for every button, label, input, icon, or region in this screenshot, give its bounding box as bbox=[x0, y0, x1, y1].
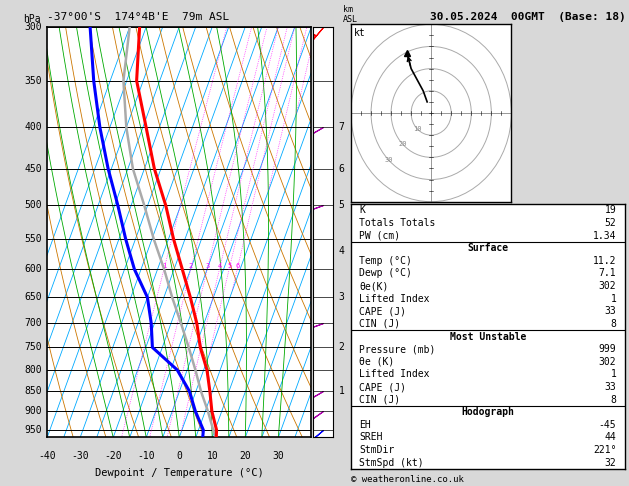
Text: kt: kt bbox=[354, 28, 366, 38]
Text: -10: -10 bbox=[137, 451, 155, 461]
Text: 650: 650 bbox=[25, 292, 42, 302]
Text: LCL: LCL bbox=[312, 422, 327, 431]
Text: 550: 550 bbox=[25, 234, 42, 244]
Text: 8: 8 bbox=[611, 319, 616, 329]
Text: 1: 1 bbox=[338, 386, 345, 396]
Text: Temp (°C): Temp (°C) bbox=[359, 256, 412, 266]
Text: PW (cm): PW (cm) bbox=[359, 231, 400, 241]
Text: 302: 302 bbox=[599, 281, 616, 291]
Text: 700: 700 bbox=[25, 318, 42, 328]
Text: 350: 350 bbox=[25, 76, 42, 86]
Text: -40: -40 bbox=[38, 451, 56, 461]
Text: 4: 4 bbox=[217, 263, 221, 269]
Text: 20: 20 bbox=[240, 451, 251, 461]
Text: 500: 500 bbox=[25, 201, 42, 210]
Text: Mixing Ratio (g/kg): Mixing Ratio (g/kg) bbox=[321, 185, 330, 279]
Legend: Temperature, Dewpoint, Parcel Trajectory, Dry Adiabat, Wet Adiabat, Isotherm, Mi: Temperature, Dewpoint, Parcel Trajectory… bbox=[384, 31, 502, 112]
Text: StmDir: StmDir bbox=[359, 445, 394, 455]
Text: CIN (J): CIN (J) bbox=[359, 319, 400, 329]
Text: CIN (J): CIN (J) bbox=[359, 395, 400, 405]
Text: 4: 4 bbox=[338, 246, 345, 256]
Text: 221°: 221° bbox=[593, 445, 616, 455]
Text: Dewp (°C): Dewp (°C) bbox=[359, 268, 412, 278]
Text: StmSpd (kt): StmSpd (kt) bbox=[359, 458, 424, 468]
Text: θe (K): θe (K) bbox=[359, 357, 394, 367]
Text: 10: 10 bbox=[206, 451, 218, 461]
Text: 950: 950 bbox=[25, 425, 42, 435]
Text: 52: 52 bbox=[604, 218, 616, 228]
Text: 33: 33 bbox=[604, 382, 616, 392]
Text: 5: 5 bbox=[338, 201, 345, 210]
Text: 30: 30 bbox=[385, 156, 393, 162]
Text: 1: 1 bbox=[162, 263, 166, 269]
Text: 10: 10 bbox=[413, 125, 421, 132]
Text: 850: 850 bbox=[25, 386, 42, 396]
Text: 33: 33 bbox=[604, 306, 616, 316]
Text: 1: 1 bbox=[611, 369, 616, 380]
Text: 30: 30 bbox=[272, 451, 284, 461]
Text: -45: -45 bbox=[599, 420, 616, 430]
Text: km
ASL: km ASL bbox=[343, 5, 358, 24]
Text: 7.1: 7.1 bbox=[599, 268, 616, 278]
Text: 20: 20 bbox=[399, 141, 408, 147]
Text: θe(K): θe(K) bbox=[359, 281, 389, 291]
Text: 5: 5 bbox=[227, 263, 231, 269]
Text: -20: -20 bbox=[104, 451, 122, 461]
Text: 450: 450 bbox=[25, 164, 42, 174]
Text: hPa: hPa bbox=[23, 14, 41, 24]
Text: -37°00'S  174°4B'E  79m ASL: -37°00'S 174°4B'E 79m ASL bbox=[47, 12, 230, 22]
Text: 400: 400 bbox=[25, 122, 42, 132]
Text: Most Unstable: Most Unstable bbox=[450, 331, 526, 342]
Text: 44: 44 bbox=[604, 433, 616, 442]
Text: K: K bbox=[359, 206, 365, 215]
Text: 1.34: 1.34 bbox=[593, 231, 616, 241]
Text: 8: 8 bbox=[611, 395, 616, 405]
Text: -30: -30 bbox=[71, 451, 89, 461]
Text: 6: 6 bbox=[235, 263, 239, 269]
Text: 750: 750 bbox=[25, 342, 42, 352]
Text: 2: 2 bbox=[189, 263, 193, 269]
Text: SREH: SREH bbox=[359, 433, 382, 442]
Text: © weatheronline.co.uk: © weatheronline.co.uk bbox=[351, 474, 464, 484]
Text: Pressure (mb): Pressure (mb) bbox=[359, 344, 435, 354]
Text: 999: 999 bbox=[599, 344, 616, 354]
Text: Dewpoint / Temperature (°C): Dewpoint / Temperature (°C) bbox=[95, 468, 264, 478]
Text: EH: EH bbox=[359, 420, 371, 430]
Text: 3: 3 bbox=[205, 263, 209, 269]
Text: 302: 302 bbox=[599, 357, 616, 367]
Text: 19: 19 bbox=[604, 206, 616, 215]
Text: 32: 32 bbox=[604, 458, 616, 468]
Text: 900: 900 bbox=[25, 406, 42, 416]
Text: 300: 300 bbox=[25, 22, 42, 32]
Text: 2: 2 bbox=[338, 342, 345, 352]
Text: CAPE (J): CAPE (J) bbox=[359, 306, 406, 316]
Text: 7: 7 bbox=[338, 122, 345, 132]
Text: CAPE (J): CAPE (J) bbox=[359, 382, 406, 392]
Text: 6: 6 bbox=[338, 164, 345, 174]
Text: Hodograph: Hodograph bbox=[461, 407, 515, 417]
Text: 11.2: 11.2 bbox=[593, 256, 616, 266]
Text: 600: 600 bbox=[25, 264, 42, 274]
Text: 3: 3 bbox=[338, 292, 345, 302]
Text: Lifted Index: Lifted Index bbox=[359, 369, 430, 380]
Text: Lifted Index: Lifted Index bbox=[359, 294, 430, 304]
Text: Totals Totals: Totals Totals bbox=[359, 218, 435, 228]
Text: 1: 1 bbox=[611, 294, 616, 304]
Text: 800: 800 bbox=[25, 365, 42, 375]
Text: 0: 0 bbox=[176, 451, 182, 461]
Text: Surface: Surface bbox=[467, 243, 508, 253]
Text: 30.05.2024  00GMT  (Base: 18): 30.05.2024 00GMT (Base: 18) bbox=[430, 12, 626, 22]
